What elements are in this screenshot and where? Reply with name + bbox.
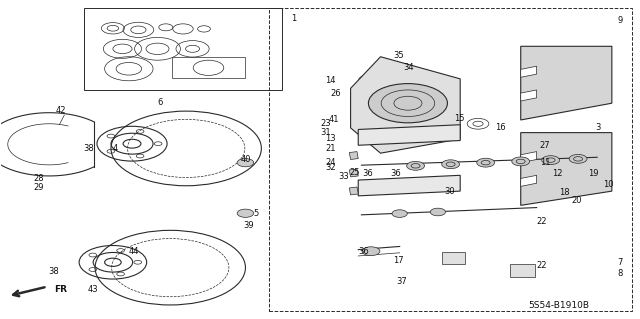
- Text: 22: 22: [537, 217, 547, 226]
- Text: 38: 38: [83, 144, 94, 153]
- Text: 5S54-B1910B: 5S54-B1910B: [529, 301, 589, 310]
- Text: 28: 28: [33, 174, 44, 183]
- Bar: [84, 8, 282, 90]
- Polygon shape: [351, 57, 460, 153]
- Text: 12: 12: [552, 169, 563, 178]
- Text: 14: 14: [325, 76, 336, 85]
- Text: 43: 43: [88, 285, 98, 294]
- Text: 10: 10: [603, 180, 613, 189]
- Text: 9: 9: [618, 16, 623, 25]
- Polygon shape: [521, 175, 537, 186]
- Text: 19: 19: [588, 169, 598, 178]
- Circle shape: [369, 84, 447, 123]
- Circle shape: [477, 158, 495, 167]
- Polygon shape: [349, 187, 358, 195]
- Polygon shape: [349, 169, 358, 177]
- Polygon shape: [349, 152, 358, 160]
- Circle shape: [237, 159, 253, 167]
- Text: 40: 40: [241, 155, 251, 164]
- Circle shape: [362, 247, 380, 256]
- Text: 4: 4: [113, 144, 118, 153]
- Text: 5: 5: [253, 209, 259, 218]
- Text: 36: 36: [358, 247, 369, 256]
- Text: 11: 11: [540, 158, 550, 167]
- Text: 17: 17: [394, 256, 404, 265]
- Text: 18: 18: [559, 188, 570, 197]
- Polygon shape: [442, 252, 465, 264]
- Text: 30: 30: [444, 187, 455, 196]
- Text: 41: 41: [328, 115, 339, 124]
- Text: 23: 23: [320, 119, 331, 128]
- Text: 32: 32: [325, 163, 336, 172]
- Text: 35: 35: [394, 51, 404, 60]
- Text: 34: 34: [403, 63, 413, 72]
- Text: 24: 24: [325, 158, 336, 167]
- Text: 42: 42: [56, 106, 66, 115]
- Bar: [269, 8, 632, 311]
- Polygon shape: [521, 90, 537, 101]
- Text: 3: 3: [595, 123, 600, 132]
- Polygon shape: [521, 133, 612, 205]
- Text: 39: 39: [244, 221, 254, 230]
- Circle shape: [430, 208, 445, 216]
- Circle shape: [392, 210, 407, 217]
- Text: 27: 27: [540, 141, 550, 150]
- Text: 20: 20: [572, 196, 582, 205]
- Polygon shape: [358, 125, 460, 145]
- Text: 21: 21: [325, 144, 336, 153]
- Text: 16: 16: [495, 123, 506, 132]
- Text: 36: 36: [390, 169, 401, 178]
- Circle shape: [237, 209, 253, 217]
- Polygon shape: [521, 66, 537, 77]
- Circle shape: [569, 154, 587, 163]
- Text: 25: 25: [349, 168, 360, 177]
- Polygon shape: [521, 46, 612, 120]
- Text: 7: 7: [618, 258, 623, 267]
- Text: 13: 13: [325, 134, 336, 144]
- Text: 22: 22: [537, 261, 547, 270]
- Text: 38: 38: [48, 267, 59, 276]
- Text: 8: 8: [618, 269, 623, 278]
- Text: 1: 1: [291, 14, 296, 23]
- Text: 33: 33: [338, 172, 349, 182]
- Text: 37: 37: [396, 277, 407, 286]
- Text: 6: 6: [157, 98, 163, 107]
- Text: 36: 36: [362, 169, 373, 178]
- Text: FR: FR: [54, 285, 67, 294]
- Text: 31: 31: [320, 128, 331, 137]
- Polygon shape: [521, 152, 537, 163]
- Text: 44: 44: [129, 247, 140, 256]
- Text: 26: 26: [330, 89, 341, 98]
- Text: 29: 29: [33, 183, 44, 192]
- Circle shape: [541, 156, 559, 165]
- Circle shape: [406, 161, 424, 170]
- Circle shape: [442, 160, 460, 169]
- Circle shape: [512, 157, 530, 166]
- Text: 15: 15: [454, 114, 464, 123]
- Polygon shape: [358, 175, 460, 196]
- Polygon shape: [510, 264, 536, 277]
